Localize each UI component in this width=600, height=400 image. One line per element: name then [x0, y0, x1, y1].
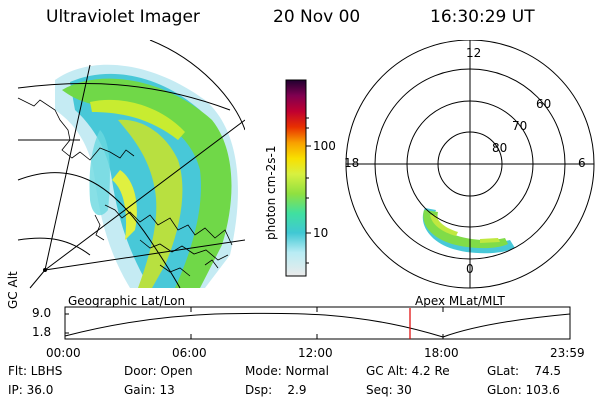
instrument-title: Ultraviolet Imager	[46, 7, 200, 27]
info-gain: Gain: 13	[124, 383, 175, 397]
mlat-label-80: 80	[492, 141, 508, 155]
geographic-image-panel	[17, 40, 245, 289]
colorbar-tick-10: 10	[313, 226, 329, 240]
info-gc-alt: GC Alt: 4.2 Re	[366, 364, 450, 378]
info-door: Door: Open	[124, 364, 193, 378]
info-ip: IP: 36.0	[8, 383, 54, 397]
time-label: 16:30:29 UT	[430, 7, 535, 27]
altitude-ytick-1-8: 1.8	[32, 325, 52, 339]
info-mode: Mode: Normal	[245, 364, 329, 378]
altitude-ytick-9: 9.0	[32, 306, 52, 320]
altitude-ylabel: GC Alt	[6, 271, 20, 309]
info-dsp: Dsp: 2.9	[245, 383, 307, 397]
polar-panel-label: Apex MLat/MLT	[415, 294, 505, 308]
mlt-label-18: 18	[344, 156, 360, 170]
time-tick-1800: 18:00	[424, 346, 459, 360]
mlat-label-70: 70	[512, 119, 528, 133]
time-tick-0000: 00:00	[46, 346, 81, 360]
date-label: 20 Nov 00	[273, 7, 361, 27]
time-tick-1200: 12:00	[298, 346, 333, 360]
colorbar-tick-100: 100	[313, 139, 336, 153]
mlt-label-12: 12	[466, 46, 482, 60]
info-glat: GLat: 74.5	[487, 364, 562, 378]
mlt-label-6: 6	[578, 156, 586, 170]
info-glon: GLon: 103.6	[487, 383, 560, 397]
info-filter: Flt: LBHS	[8, 364, 63, 378]
colorbar-unit-label: photon cm-2s-1	[264, 145, 278, 241]
time-tick-0600: 06:00	[172, 346, 207, 360]
polar-plot	[345, 40, 595, 289]
time-tick-2359: 23:59	[550, 346, 585, 360]
geographic-panel-label: Geographic Lat/Lon	[68, 294, 186, 308]
info-seq: Seq: 30	[366, 383, 412, 397]
mlat-label-60: 60	[536, 97, 552, 111]
altitude-plot	[64, 306, 571, 340]
colorbar	[285, 79, 311, 277]
mlt-label-0: 0	[466, 262, 474, 276]
